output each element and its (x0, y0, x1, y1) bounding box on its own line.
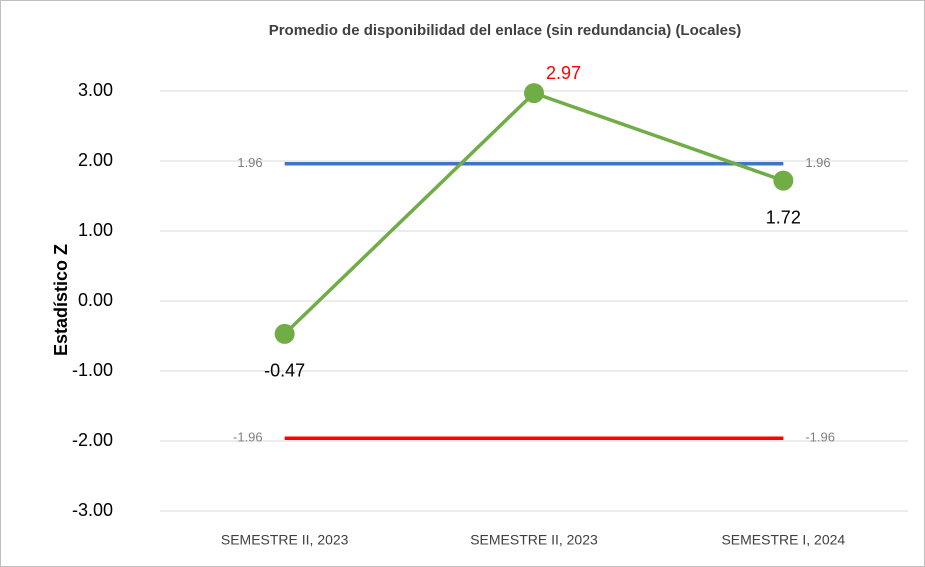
chart-title: Promedio de disponibilidad del enlace (s… (269, 22, 742, 39)
point-marker (274, 323, 295, 344)
data-label: 1.96 (805, 155, 830, 170)
data-label: -1.96 (805, 430, 835, 445)
y-tick-label: -2.00 (72, 430, 113, 450)
data-label: 2.97 (546, 63, 581, 83)
data-label: 1.96 (237, 155, 262, 170)
y-tick-label: -3.00 (72, 500, 113, 520)
y-tick-label: 1.00 (78, 220, 113, 240)
data-label: -0.47 (264, 361, 305, 381)
data-label: -1.96 (233, 430, 263, 445)
data-label: 1.72 (766, 207, 801, 227)
y-tick-label: 0.00 (78, 290, 113, 310)
x-tick-label: SEMESTRE II, 2023 (221, 532, 349, 548)
point-marker (524, 83, 544, 104)
y-tick-label: 2.00 (78, 150, 113, 170)
y-tick-label: -1.00 (72, 360, 113, 380)
y-tick-label: 3.00 (78, 80, 113, 100)
point-marker (773, 170, 794, 191)
x-tick-label: SEMESTRE I, 2024 (721, 532, 845, 548)
y-axis-label: Estadístico Z (51, 244, 71, 356)
x-tick-label: SEMESTRE II, 2023 (470, 532, 598, 548)
